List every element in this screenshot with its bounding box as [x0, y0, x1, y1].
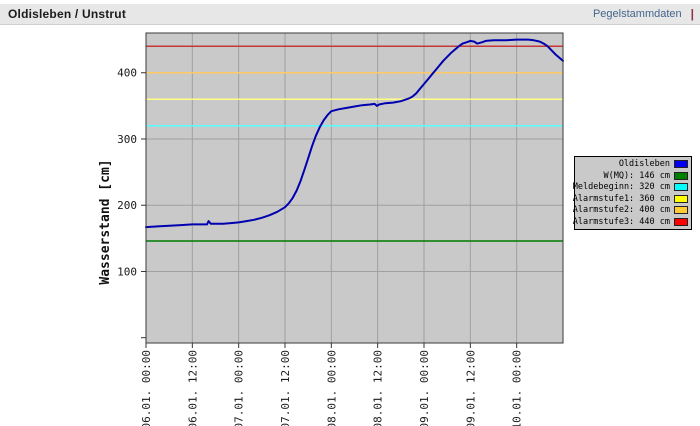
legend-row: Alarmstufe1: 360 cm [573, 193, 688, 204]
y-tick-label: 100 [117, 265, 137, 278]
page-title: Oldisleben / Unstrut [8, 7, 127, 21]
x-tick-label: 08.01. 12:00 [372, 350, 385, 426]
chart-legend: Oldisleben W(MQ): 146 cm Meldebeginn: 320 … [573, 156, 692, 230]
x-tick-label: 06.01. 12:00 [186, 350, 199, 426]
legend-row: W(MQ): 146 cm [578, 170, 688, 181]
legend-swatch [674, 171, 688, 180]
y-tick-label: 300 [117, 133, 137, 146]
y-tick-label: 200 [117, 199, 137, 212]
legend-row: Alarmstufe3: 440 cm [573, 216, 688, 227]
legend-swatch [674, 194, 688, 203]
legend-row: Oldisleben [578, 159, 688, 170]
legend-swatch [674, 183, 688, 192]
legend-row: Alarmstufe2: 400 cm [573, 205, 688, 216]
header-right: Pegelstammdaten | [593, 4, 694, 24]
y-tick-label: 400 [117, 67, 137, 80]
legend-label: Alarmstufe2: 400 cm [572, 205, 670, 216]
x-tick-label: 07.01. 12:00 [279, 350, 292, 426]
legend-label: Meldebeginn: 320 cm [572, 182, 670, 193]
legend-swatch [674, 160, 688, 169]
x-tick-label: 07.01. 00:00 [233, 350, 246, 426]
x-tick-label: 08.01. 00:00 [325, 350, 338, 426]
pegelstammdaten-link[interactable]: Pegelstammdaten [592, 8, 682, 20]
legend-label: Oldisleben [618, 159, 670, 170]
plot-frame [145, 32, 564, 344]
y-axis-title: Wasserstand [cm] [98, 159, 113, 284]
header-bar: Oldisleben / Unstrut Pegelstammdaten | [0, 4, 700, 25]
legend-swatch [674, 206, 688, 215]
x-tick-label: 06.01. 00:00 [140, 350, 153, 426]
legend-swatch [674, 217, 688, 226]
x-tick-label: 10.01. 00:00 [511, 350, 524, 426]
water-level-curve [145, 38, 564, 229]
legend-label: W(MQ): 146 cm [603, 170, 670, 181]
plot-background [146, 33, 563, 343]
x-tick-label: 09.01. 12:00 [464, 350, 477, 426]
separator-pipe: | [690, 7, 694, 21]
legend-row: Meldebeginn: 320 cm [573, 182, 688, 193]
x-tick-label: 09.01. 00:00 [418, 350, 431, 426]
legend-label: Alarmstufe1: 360 cm [572, 193, 670, 204]
legend-label: Alarmstufe3: 440 cm [572, 216, 670, 227]
